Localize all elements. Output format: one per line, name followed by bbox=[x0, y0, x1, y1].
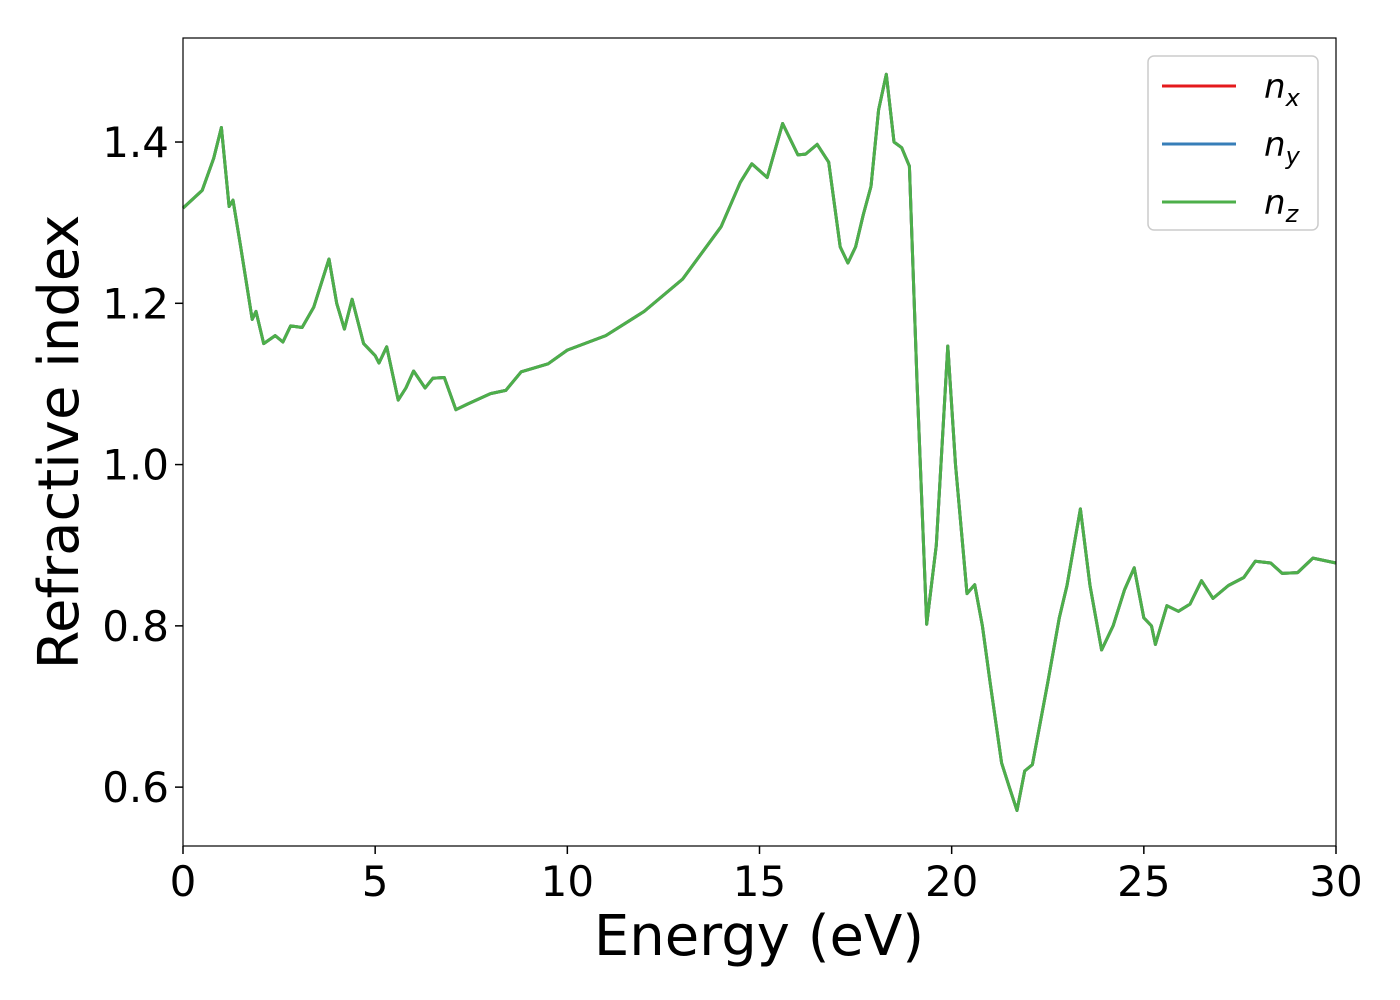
x-tick-label: 30 bbox=[1309, 857, 1362, 906]
y-tick-label: 1.0 bbox=[102, 441, 169, 490]
x-tick-label: 5 bbox=[362, 857, 389, 906]
x-tick-label: 0 bbox=[170, 857, 197, 906]
y-axis-label: Refractive index bbox=[27, 215, 92, 670]
y-tick-label: 0.6 bbox=[102, 763, 169, 812]
y-tick-label: 0.8 bbox=[102, 602, 169, 651]
plot-frame bbox=[182, 37, 1337, 847]
legend-label: ny bbox=[1264, 125, 1301, 170]
x-tick-label: 15 bbox=[733, 857, 786, 906]
line-series bbox=[181, 72, 1337, 812]
legend: nx ny nz bbox=[1147, 55, 1319, 231]
x-tick-label: 25 bbox=[1117, 857, 1170, 906]
x-tick-label: 20 bbox=[925, 857, 978, 906]
y-tick-label: 1.2 bbox=[102, 279, 169, 328]
y-tick-label: 1.4 bbox=[102, 118, 169, 167]
legend-label: nz bbox=[1264, 183, 1300, 228]
legend-label: nx bbox=[1264, 67, 1301, 112]
x-axis-label: Energy (eV) bbox=[594, 904, 924, 969]
x-tick-label: 10 bbox=[541, 857, 594, 906]
